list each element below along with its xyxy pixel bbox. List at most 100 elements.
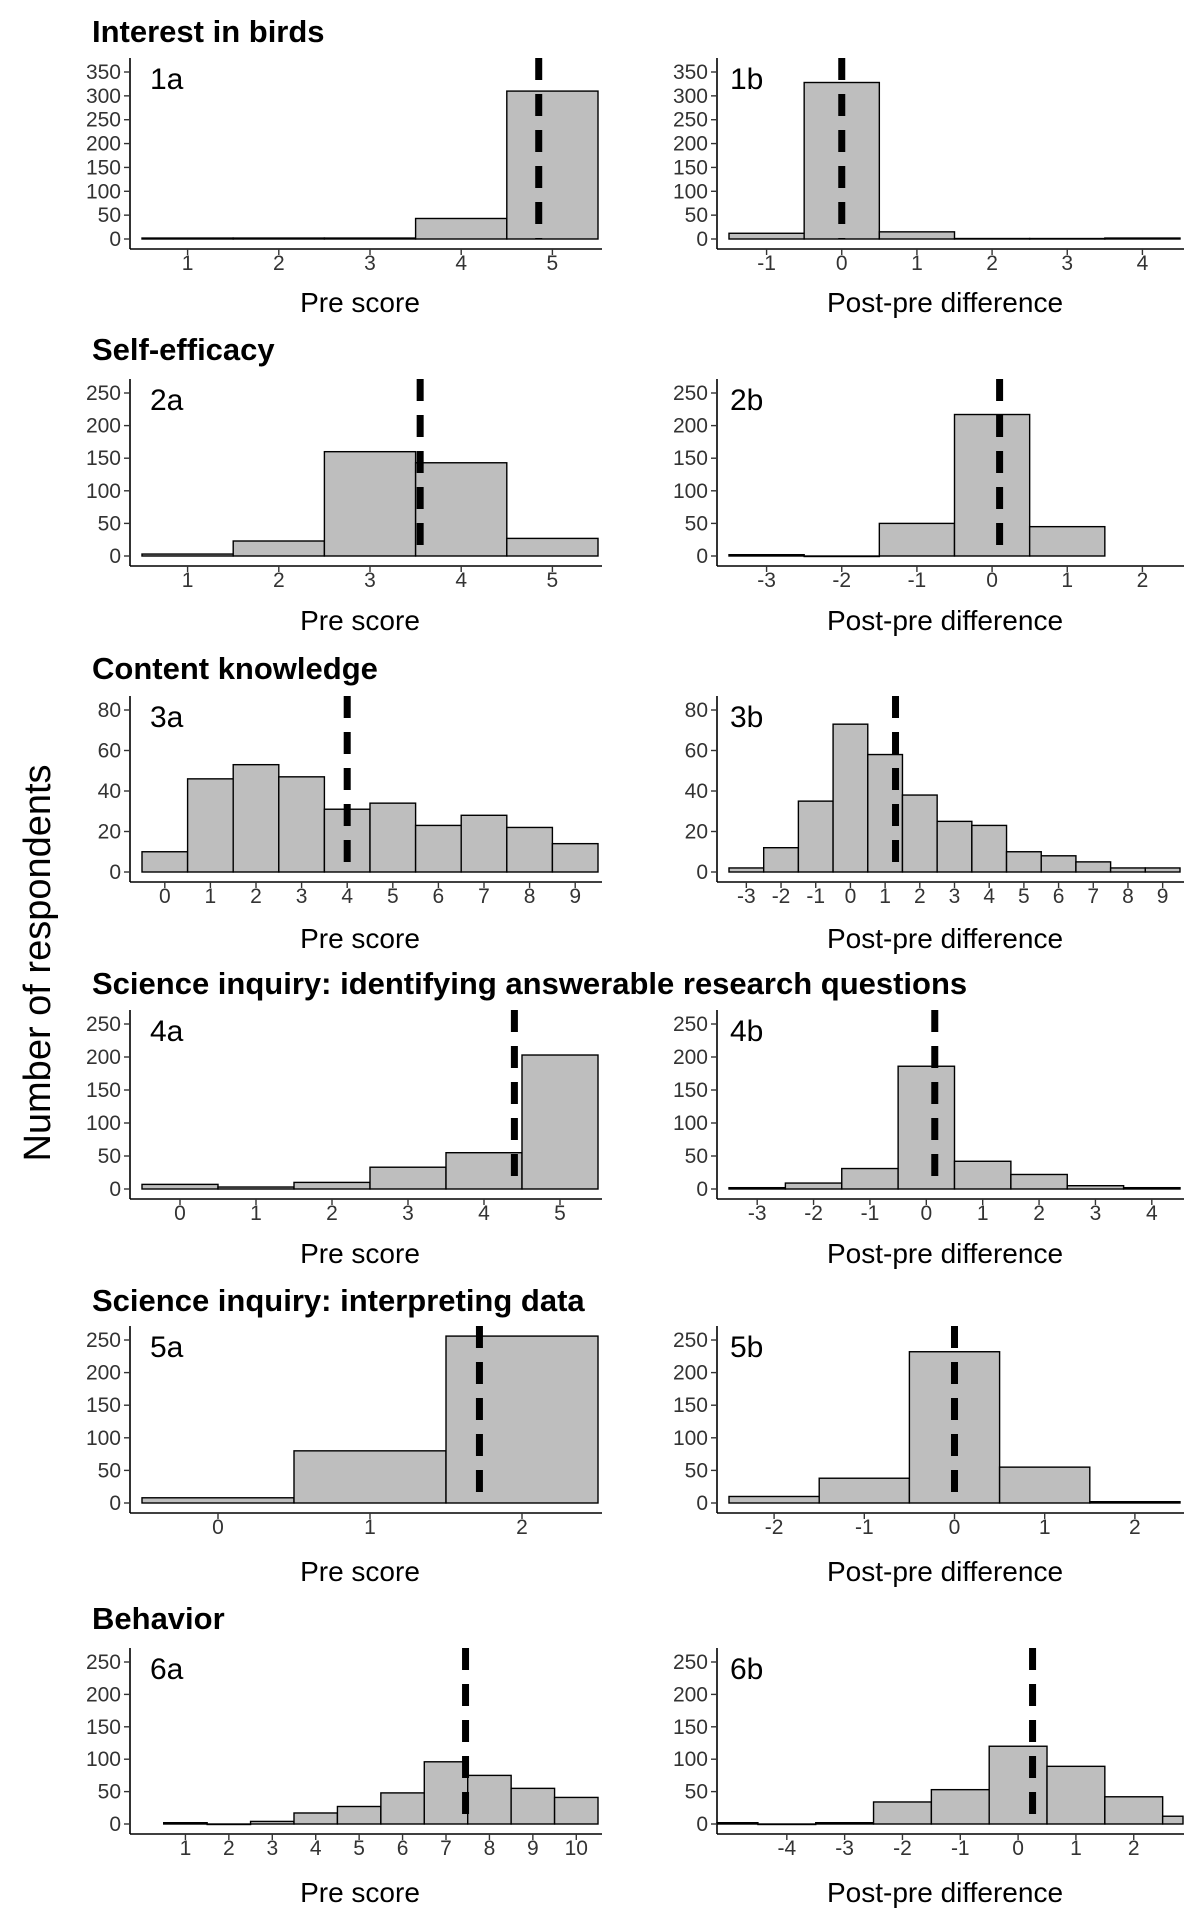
x-tick-label: 0 (1012, 1837, 1024, 1860)
y-tick-label: 200 (86, 1362, 121, 1385)
panel-label: 5a (150, 1331, 184, 1364)
x-tick-label: 0 (845, 885, 857, 908)
y-tick-label: 150 (673, 1716, 708, 1739)
x-tick-label: 5 (353, 1837, 365, 1860)
bar-5b-2 (1089, 1500, 1181, 1504)
x-tick-label: 4 (983, 885, 995, 908)
bar-4b--1 (841, 1167, 899, 1190)
section-title: Behavior (92, 1601, 225, 1636)
x-tick-label: 8 (484, 1837, 496, 1860)
y-tick-label: 20 (685, 821, 708, 844)
x-tick-label: -1 (908, 569, 927, 592)
x-axis-title: Pre score (300, 1877, 420, 1908)
x-tick-label: 3 (266, 1837, 278, 1860)
x-tick-label: 5 (547, 569, 559, 592)
x-tick-label: 2 (223, 1837, 235, 1860)
bar-3b-9 (1144, 867, 1181, 873)
bar-1b-1 (878, 231, 956, 240)
x-tick-label: 9 (569, 885, 581, 908)
bar-1a-5 (506, 90, 599, 240)
y-tick-label: 60 (685, 740, 708, 763)
y-tick-label: 0 (696, 228, 708, 251)
section-title: Interest in birds (92, 14, 325, 49)
x-tick-label: 0 (836, 252, 848, 275)
y-tick-label: 250 (673, 109, 708, 132)
y-tick-label: 200 (673, 1683, 708, 1706)
x-tick-label: -3 (835, 1837, 854, 1860)
panel-2a: Self-efficacy 0 50 100 150 200 250 1 2 3 4 5 2a Pre s… (86, 332, 602, 636)
x-axis-title: Post-pre difference (827, 287, 1063, 318)
y-tick-label: 200 (86, 415, 121, 438)
bar-6b-1 (1046, 1765, 1106, 1825)
bar-6a-7 (423, 1761, 469, 1825)
y-tick-label: 80 (98, 699, 121, 722)
bar-3a-9 (551, 842, 599, 873)
x-tick-label: -2 (765, 1516, 784, 1539)
panel-label: 4a (150, 1015, 184, 1048)
x-tick-label: 1 (364, 1516, 376, 1539)
bar-2b--3 (728, 553, 805, 557)
bar-4b-0 (897, 1065, 956, 1190)
bar-3b-6 (1040, 855, 1077, 873)
y-tick-label: 0 (109, 1813, 121, 1836)
x-tick-label: 5 (1018, 885, 1030, 908)
panel-4a: Science inquiry: identifying answerable … (86, 966, 967, 1269)
bar-2a-1 (141, 553, 234, 557)
bar-6b--4 (757, 1823, 817, 1826)
bar-4a-4 (445, 1151, 523, 1190)
x-tick-label: 2 (914, 885, 926, 908)
x-tick-label: -2 (893, 1837, 912, 1860)
x-axis-title: Post-pre difference (827, 1556, 1063, 1587)
x-tick-label: 4 (1137, 252, 1149, 275)
x-tick-label: 3 (1061, 252, 1073, 275)
panel-label: 3b (730, 701, 763, 734)
x-tick-label: 0 (920, 1202, 932, 1225)
x-tick-label: 1 (977, 1202, 989, 1225)
x-tick-label: 2 (273, 252, 285, 275)
x-tick-label: -3 (748, 1202, 767, 1225)
panel-label: 2a (150, 384, 184, 417)
y-tick-label: 250 (86, 382, 121, 405)
bar-4b-3 (1066, 1184, 1125, 1190)
panel-5b: 0 50 100 150 200 250 -2 -1 0 1 2 5b Post-pre differe… (673, 1326, 1184, 1587)
bar-5b-1 (998, 1466, 1091, 1504)
bar-3b-4 (971, 824, 1008, 873)
panel-6a: Behavior 0 50 100 150 200 250 1 2 3 4 5 6 7 8 9 10 6a Pre … (86, 1601, 602, 1908)
x-tick-label: 7 (440, 1837, 452, 1860)
y-tick-label: 150 (86, 1716, 121, 1739)
bar-3b-3 (936, 820, 973, 873)
bar-5a-0 (141, 1497, 295, 1504)
x-tick-label: 2 (273, 569, 285, 592)
bar-1b-2 (953, 237, 1031, 240)
y-tick-label: 0 (696, 1178, 708, 1201)
x-tick-label: 2 (1129, 1516, 1141, 1539)
x-tick-label: 1 (1061, 569, 1073, 592)
y-axis-title: Number of respondents (17, 764, 59, 1161)
y-tick-label: 50 (685, 512, 708, 535)
x-tick-label: -1 (806, 885, 825, 908)
bar-1a-2 (232, 237, 326, 240)
y-tick-label: 100 (86, 180, 121, 203)
bar-4b--2 (784, 1182, 843, 1190)
bar-5a-2 (445, 1335, 599, 1504)
x-tick-label: 6 (433, 885, 445, 908)
bar-4b-2 (1010, 1173, 1068, 1190)
x-tick-label: -2 (772, 885, 791, 908)
bar-3b--3 (728, 867, 765, 873)
bar-1a-3 (323, 237, 417, 240)
y-tick-label: 50 (98, 1781, 121, 1804)
bar-6a-5 (336, 1805, 382, 1825)
bar-3b-7 (1075, 861, 1112, 873)
y-tick-label: 100 (673, 1748, 708, 1771)
y-tick-label: 200 (673, 1362, 708, 1385)
bar-4a-1 (217, 1186, 295, 1190)
bar-3a-6 (414, 824, 462, 873)
y-tick-label: 250 (673, 1329, 708, 1352)
y-tick-label: 350 (673, 61, 708, 84)
bar-4b-1 (953, 1160, 1012, 1190)
x-tick-label: 2 (516, 1516, 528, 1539)
y-tick-label: 50 (98, 512, 121, 535)
x-axis-title: Pre score (300, 1238, 420, 1269)
